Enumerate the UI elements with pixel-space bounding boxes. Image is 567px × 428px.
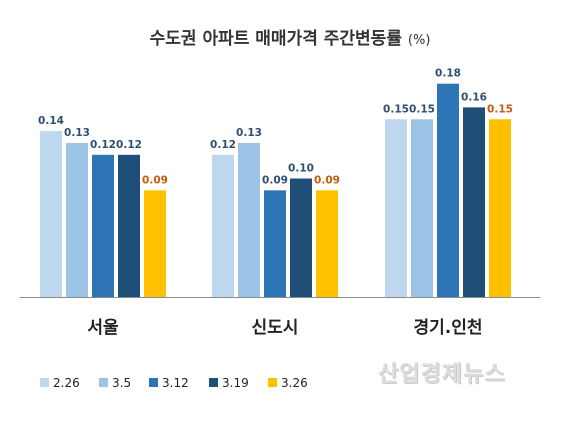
bar-2-4 xyxy=(489,119,511,297)
legend-label-0: 2.26 xyxy=(53,376,80,390)
chart-title: 수도권 아파트 매매가격 주간변동률 (%) xyxy=(150,29,431,49)
legend-swatch-4 xyxy=(268,378,277,387)
legend-label-1: 3.5 xyxy=(112,376,131,390)
legend-swatch-0 xyxy=(40,378,49,387)
data-label-2-1: 0.15 xyxy=(409,103,435,115)
bar-1-4 xyxy=(316,190,338,297)
category-label-2: 경기.인천 xyxy=(413,318,482,338)
bar-0-3 xyxy=(118,154,140,297)
data-label-0-0: 0.14 xyxy=(38,115,64,127)
bar-2-1 xyxy=(411,119,433,297)
bar-1-2 xyxy=(264,190,286,297)
data-label-1-2: 0.09 xyxy=(262,174,288,186)
data-label-1-0: 0.12 xyxy=(210,139,236,151)
watermark-logo: 산업경제뉴스 xyxy=(378,362,506,387)
data-label-0-2: 0.12 xyxy=(90,139,116,151)
legend-swatch-2 xyxy=(149,378,158,387)
legend-label-4: 3.26 xyxy=(281,376,308,390)
data-label-0-4: 0.09 xyxy=(142,174,168,186)
bar-0-2 xyxy=(92,154,114,297)
legend-label-2: 3.12 xyxy=(162,376,189,390)
bar-1-3 xyxy=(290,178,312,297)
category-label-0: 서울 xyxy=(87,318,119,338)
data-label-2-3: 0.16 xyxy=(461,91,487,103)
bar-2-2 xyxy=(437,83,459,297)
data-label-2-4: 0.15 xyxy=(487,103,513,115)
bar-2-3 xyxy=(463,107,485,298)
bar-1-1 xyxy=(238,142,260,297)
data-label-0-3: 0.12 xyxy=(116,139,142,151)
bar-2-0 xyxy=(385,119,407,297)
category-label-1: 신도시 xyxy=(252,318,299,338)
bar-0-1 xyxy=(66,142,88,297)
data-label-2-0: 0.15 xyxy=(383,103,409,115)
legend-swatch-1 xyxy=(99,378,108,387)
bar-0-0 xyxy=(40,131,62,297)
data-label-2-2: 0.18 xyxy=(435,68,461,80)
data-label-1-4: 0.09 xyxy=(314,174,340,186)
data-label-1-3: 0.10 xyxy=(288,163,314,175)
legend-swatch-3 xyxy=(209,378,218,387)
data-label-1-1: 0.13 xyxy=(236,127,262,139)
legend-label-3: 3.19 xyxy=(222,376,249,390)
data-label-0-1: 0.13 xyxy=(64,127,90,139)
bar-1-0 xyxy=(212,154,234,297)
bar-0-4 xyxy=(144,190,166,297)
